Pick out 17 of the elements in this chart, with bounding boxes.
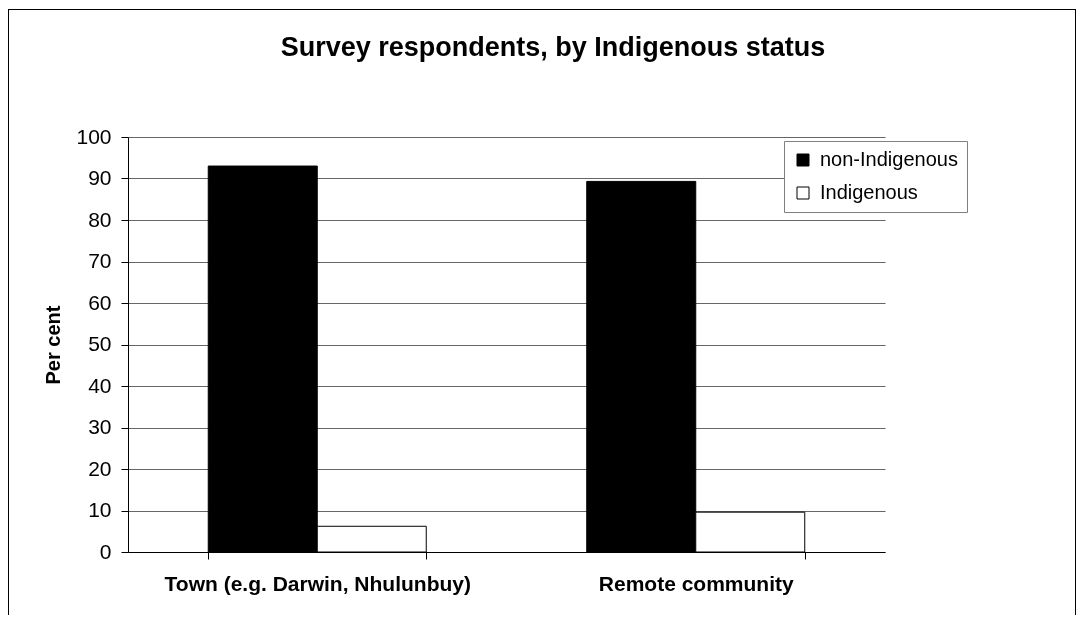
y-tick-label: 30	[88, 415, 112, 438]
legend-label: non-Indigenous	[820, 148, 958, 170]
chart-title: Survey respondents, by Indigenous status	[280, 32, 826, 62]
y-tick-label: 100	[76, 124, 112, 148]
y-tick-label: 40	[88, 373, 112, 397]
x-tick-label: Remote community	[598, 571, 794, 595]
y-tick-label: 80	[88, 207, 112, 231]
y-tick-label: 50	[88, 332, 112, 355]
y-tick-label: 90	[88, 166, 112, 189]
legend-label: Indigenous	[820, 181, 918, 203]
y-tick-label: 70	[88, 249, 112, 272]
y-axis-title: Per cent	[42, 305, 65, 385]
x-tick-label: Town (e.g. Darwin, Nhulunbuy)	[164, 571, 471, 595]
y-tick-label: 0	[99, 539, 112, 563]
y-tick-label: 20	[88, 456, 112, 480]
y-tick-label: 10	[88, 498, 112, 521]
y-tick-label: 60	[88, 290, 112, 314]
